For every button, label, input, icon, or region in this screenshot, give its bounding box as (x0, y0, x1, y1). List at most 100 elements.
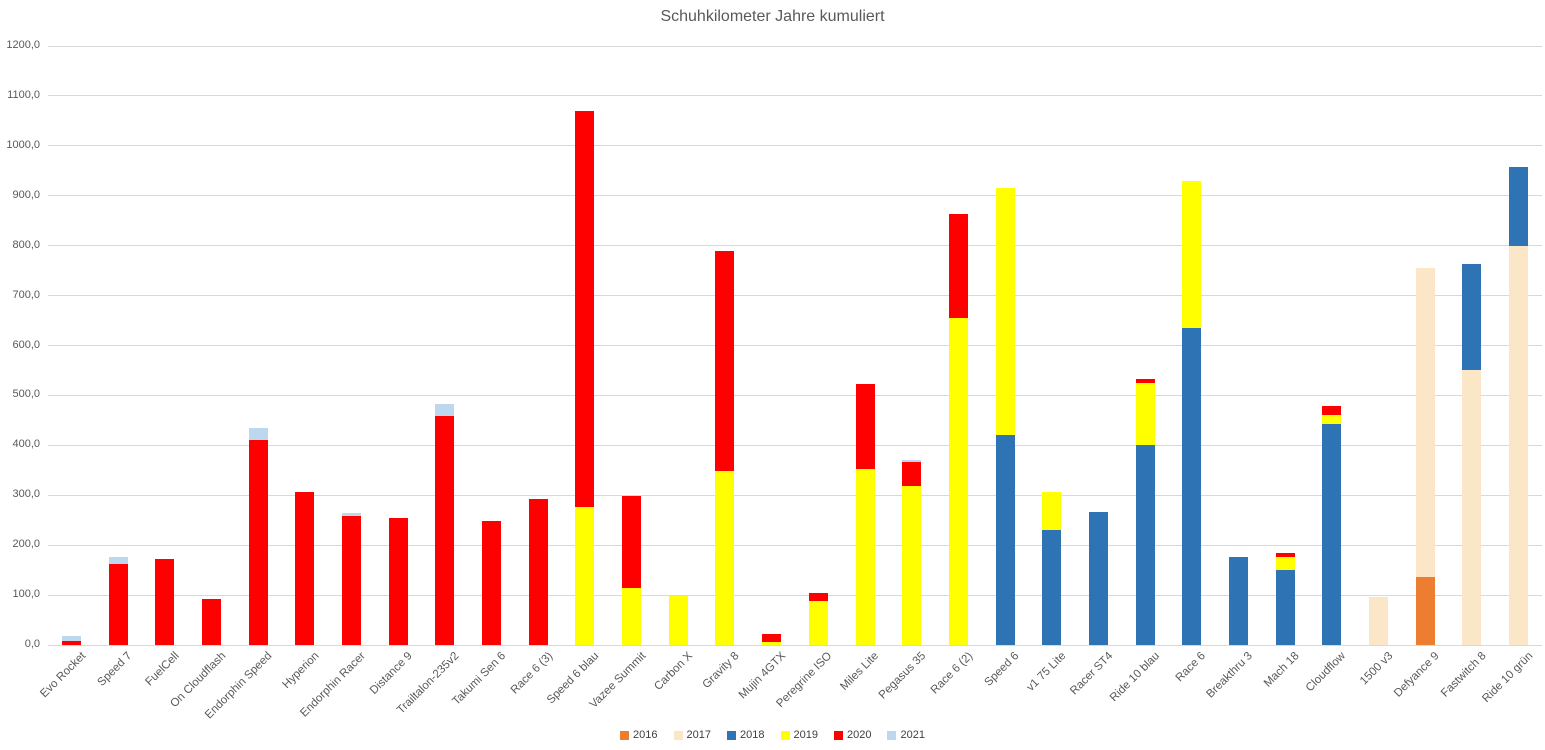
y-axis-tick-label: 100,0 (12, 588, 40, 601)
bar-segment-2018 (1135, 445, 1155, 645)
legend: 2016 2017 2018 2019 2020 2021 (0, 729, 1545, 741)
legend-swatch-2018 (727, 730, 737, 740)
bar-segment-2020 (1322, 405, 1342, 415)
bar-segment-2020 (575, 110, 595, 507)
gridline (48, 345, 1542, 346)
bar-segment-2020 (388, 518, 408, 645)
legend-label: 2018 (740, 729, 765, 741)
legend-label: 2020 (846, 729, 872, 741)
legend-label: 2019 (793, 729, 818, 741)
gridline (48, 444, 1542, 446)
y-axis: 0,0 100,0 200,0 300,0 400,0 500,0 600,0 700,0 80… (0, 0, 44, 750)
bar-segment-2021 (341, 512, 361, 517)
bar-segment-2018 (1088, 511, 1108, 645)
x-axis-category-label: Speed 7 (95, 650, 135, 689)
bar-segment-2019 (855, 468, 875, 645)
gridline (48, 644, 1542, 646)
legend-item-2020: 2020 (833, 729, 872, 741)
y-axis-tick-label: 300,0 (12, 488, 40, 501)
x-axis-labels: Evo Rocket Speed 7 FuelCell On Cloudflash En… (38, 650, 1542, 738)
x-axis-category-label: v1 75 Lite (1024, 650, 1069, 694)
bar-segment-2020 (248, 440, 268, 645)
bar-segment-2020 (201, 599, 221, 645)
legend-label: 2016 (633, 729, 658, 741)
bar-segment-2020 (435, 416, 455, 645)
x-axis-category-label: Miles Lite (838, 650, 882, 693)
bar-segment-2017 (1415, 267, 1435, 577)
bar-segment-2018 (1275, 570, 1295, 645)
y-axis-tick-label: 400,0 (12, 438, 40, 451)
bar-segment-2019 (575, 506, 595, 645)
gridline (48, 45, 1542, 47)
gridline (48, 195, 1542, 197)
bar-segment-2021 (248, 427, 268, 441)
bar-segment-2018 (1229, 556, 1249, 645)
y-axis-tick-label: 0,0 (24, 638, 40, 650)
legend-swatch-2020 (833, 730, 843, 740)
bar-segment-2017 (1462, 370, 1482, 645)
bar-segment-2021 (108, 557, 128, 564)
bar-segment-2018 (1182, 327, 1202, 645)
x-axis-category-label: FuelCell (142, 650, 182, 689)
bar-segment-2020 (528, 499, 548, 645)
bar-segment-2020 (1135, 378, 1155, 383)
x-axis-category-label: Race 6 (3) (508, 650, 555, 697)
bar-segment-2019 (622, 587, 642, 645)
y-axis-tick-label: 900,0 (12, 188, 40, 201)
legend-swatch-2016 (620, 730, 630, 740)
bar-segment-2019 (1182, 181, 1202, 328)
legend-label: 2017 (686, 729, 712, 741)
legend-item-2018: 2018 (727, 729, 765, 741)
bar-segment-2018 (1509, 167, 1529, 247)
gridline (48, 594, 1542, 596)
legend-swatch-2019 (780, 730, 790, 740)
y-axis-tick-label: 200,0 (12, 538, 40, 551)
bar-segment-2019 (948, 318, 968, 645)
x-axis-category-label: Racer ST4 (1067, 650, 1115, 698)
y-axis-tick-label: 700,0 (12, 288, 40, 301)
y-axis-tick-label: 800,0 (12, 238, 40, 251)
bar-segment-2016 (1415, 576, 1435, 645)
legend-item-2021: 2021 (887, 729, 925, 741)
gridline (48, 145, 1542, 147)
gridline (48, 544, 1542, 546)
bar-segment-2020 (341, 516, 361, 645)
bar-segment-2017 (1509, 246, 1529, 645)
x-axis-category-label: Cloudflow (1304, 650, 1349, 695)
bar-segment-2019 (995, 188, 1015, 435)
bar-segment-2017 (1369, 596, 1389, 645)
legend-item-2017: 2017 (673, 729, 712, 741)
bar-segment-2019 (668, 596, 688, 645)
bar-segment-2019 (1322, 414, 1342, 424)
x-axis-category-label: Race 6 (2) (928, 650, 975, 697)
bar-segment-2020 (1275, 552, 1295, 557)
bar-segment-2020 (108, 563, 128, 645)
x-axis-category-label: Breakthru 3 (1204, 650, 1256, 701)
gridline (48, 95, 1542, 97)
x-axis-category-label: Gravity 8 (700, 650, 742, 692)
legend-item-2019: 2019 (780, 729, 818, 741)
x-axis-category-label: Distance 9 (367, 650, 415, 697)
bar-segment-2020 (155, 558, 175, 645)
gridline (48, 295, 1542, 297)
chart-title: Schuhkilometer Jahre kumuliert (660, 8, 885, 25)
bar-segment-2018 (995, 434, 1015, 645)
legend-label: 2021 (900, 729, 925, 741)
bar-segment-2021 (61, 635, 81, 641)
bar-segment-2018 (1462, 264, 1482, 371)
x-axis-category-label: Fastwitch 8 (1438, 650, 1489, 700)
gridline (48, 245, 1542, 247)
y-axis-tick-label: 600,0 (12, 338, 40, 351)
bar-segment-2020 (855, 384, 875, 469)
bar-segment-2020 (482, 521, 502, 645)
y-axis-tick-label: 1100,0 (7, 88, 40, 101)
gridline (48, 494, 1542, 496)
x-axis-category-label: Defyance 9 (1392, 650, 1442, 700)
gridline (48, 394, 1542, 396)
x-axis-category-label: Hyperion (280, 650, 322, 692)
plot-area (48, 45, 1542, 646)
x-axis-category-label: Pegasus 35 (876, 650, 929, 702)
bar-segment-2018 (1042, 529, 1062, 645)
bar-segment-2020 (622, 496, 642, 588)
